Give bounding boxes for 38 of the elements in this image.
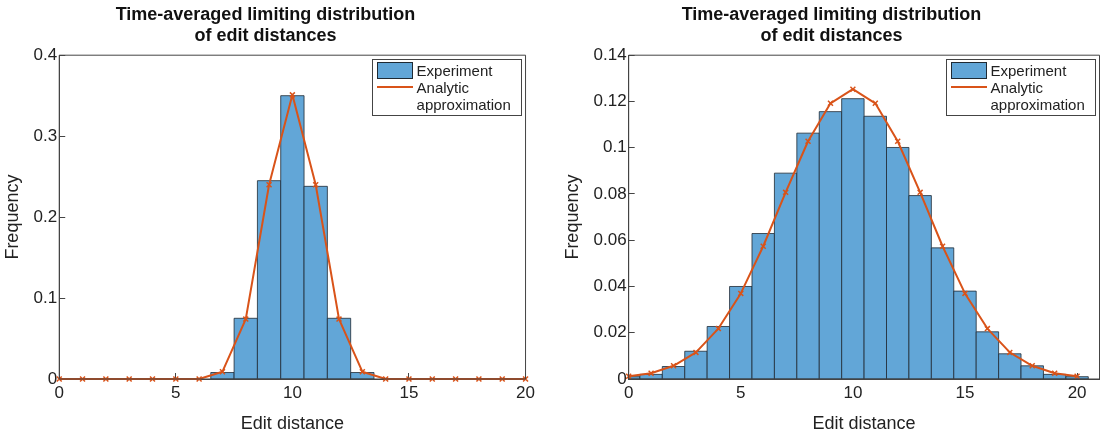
- y-tick-label: 0.08: [593, 183, 627, 203]
- legend-label: Experiment: [416, 62, 493, 80]
- x-tick-label: 20: [1067, 382, 1087, 402]
- point: [872, 100, 879, 107]
- x-tick-label: 10: [843, 382, 863, 402]
- y-tick-label: 0.3: [33, 125, 58, 145]
- y-tick-label: 0.2: [33, 206, 58, 226]
- y-tick-label: 0.14: [593, 44, 627, 64]
- x-tick-label: 10: [282, 382, 302, 402]
- point: [359, 368, 366, 375]
- point: [894, 138, 901, 145]
- y-tick-label: 0.1: [33, 287, 58, 307]
- y-tick-label: 0.02: [593, 322, 627, 342]
- y-axis-title: Frequency: [561, 174, 582, 260]
- legend-label: Analytic approximation: [416, 79, 512, 114]
- x-tick-label: 15: [955, 382, 975, 402]
- y-tick-label: 0.1: [603, 137, 627, 157]
- y-tick-label: 0.06: [593, 229, 627, 249]
- y-tick-label: 0: [617, 368, 627, 388]
- x-axis-title: Edit distance: [812, 413, 916, 434]
- point: [984, 325, 991, 332]
- y-tick-label: 0.4: [33, 44, 58, 64]
- legend-label: Analytic approximation: [990, 79, 1086, 114]
- x-tick-label: 5: [171, 382, 181, 402]
- chart-title: Time-averaged limiting distribution of edit distances: [115, 3, 416, 46]
- point: [312, 181, 319, 188]
- point: [759, 243, 767, 250]
- chart-title: Time-averaged limiting distribution of edit distances: [681, 3, 982, 46]
- x-tick-label: 15: [399, 382, 419, 402]
- point: [1029, 362, 1036, 370]
- y-tick-label: 0.12: [593, 91, 627, 111]
- y-axis-title: Frequency: [1, 174, 22, 260]
- y-tick-label: 0.04: [593, 276, 627, 296]
- x-axis-title: Edit distance: [240, 413, 344, 434]
- point: [782, 189, 789, 196]
- x-tick-label: 20: [516, 382, 536, 402]
- legend-label: Experiment: [990, 62, 1067, 80]
- x-tick-label: 5: [736, 382, 746, 402]
